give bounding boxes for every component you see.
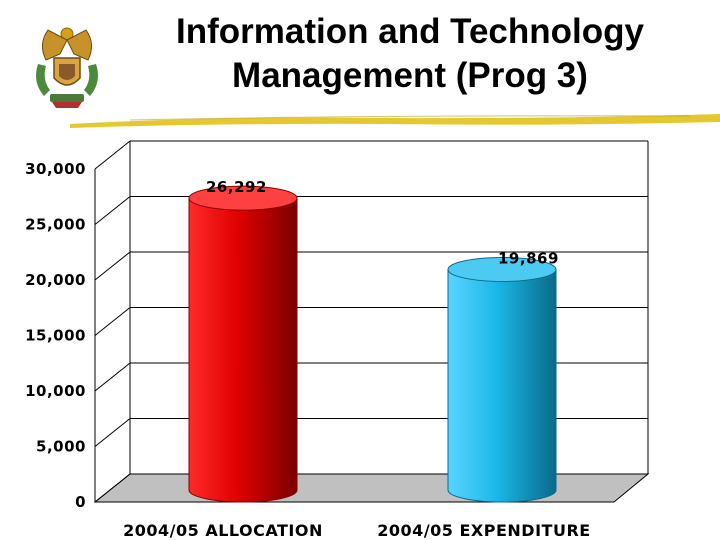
gridline-side	[94, 196, 131, 225]
x-axis-categories: 2004/05 ALLOCATION 2004/05 EXPENDITURE	[123, 521, 590, 540]
gridline-side	[94, 473, 131, 503]
data-label: 19,869	[498, 249, 559, 267]
title-underline-rule	[70, 114, 720, 128]
gridline-side	[94, 418, 131, 447]
bar-body	[188, 197, 298, 503]
bar-expenditure	[447, 256, 557, 503]
gridline-side	[94, 307, 131, 336]
coat-of-arms-emblem	[28, 20, 106, 110]
bar-top	[188, 185, 298, 211]
x-category-label: 2004/05 EXPENDITURE	[377, 521, 590, 540]
bars	[188, 185, 557, 503]
data-labels: 26,292 19,869	[206, 178, 559, 267]
x-category-label: 2004/05 ALLOCATION	[123, 521, 323, 540]
y-tick-label: 25,000	[25, 216, 86, 234]
title-line-1: Information and Technology	[176, 12, 644, 51]
data-label: 26,292	[206, 178, 267, 196]
y-tick-label: 30,000	[25, 160, 86, 178]
y-tick-label: 5,000	[36, 438, 86, 456]
gridline-side	[94, 140, 131, 170]
y-tick-label: 15,000	[25, 327, 86, 345]
y-tick-label: 20,000	[25, 271, 86, 289]
gridline-side	[94, 362, 131, 392]
slide-title: Information and Technology Management (P…	[110, 10, 710, 98]
gridline-side	[94, 251, 131, 281]
y-axis-ticks: 0 5,000 10,000 15,000 20,000 25,000 30,000	[25, 160, 86, 511]
coat-of-arms-icon	[36, 27, 98, 108]
bar-body	[447, 268, 557, 503]
bar-top	[447, 256, 557, 282]
y-tick-label: 0	[75, 493, 86, 511]
y-tick-label: 10,000	[25, 382, 86, 400]
chart-floor	[93, 473, 650, 503]
bar-chart: 0 5,000 10,000 15,000 20,000 25,000 30,000 200…	[25, 140, 650, 540]
bar-allocation	[188, 185, 298, 503]
chart-background	[93, 141, 650, 503]
title-line-2: Management (Prog 3)	[232, 56, 588, 95]
gridlines	[94, 140, 648, 503]
